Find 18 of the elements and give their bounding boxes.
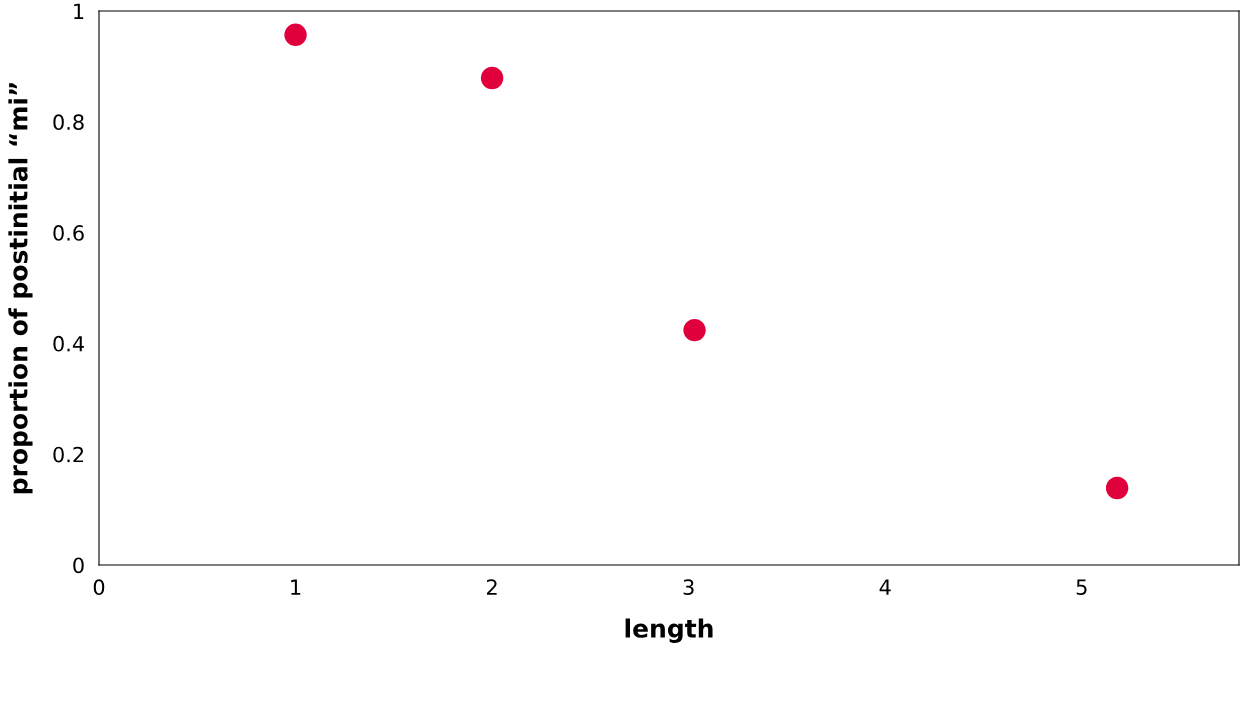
y-axis-title: proportion of postinitial “mi” (8, 83, 33, 494)
y-tick-label: 0 (73, 557, 84, 574)
point (683, 318, 706, 342)
x-tick-label: 0 (93, 579, 105, 596)
y-tick-label: 0.6 (53, 225, 84, 241)
y-tick-label: 0.8 (53, 114, 84, 131)
x-tick-label: 2 (487, 579, 497, 595)
x-tick-label: 4 (879, 579, 891, 595)
y-tick-label: 0.2 (53, 446, 84, 463)
y-tick-label: 0.4 (53, 335, 84, 352)
y-tick-label: 1 (74, 3, 84, 19)
point (284, 23, 307, 47)
x-axis-title: length (625, 618, 713, 643)
x-tick-label: 5 (1076, 579, 1087, 596)
point (480, 66, 504, 90)
x-tick-label: 3 (683, 579, 694, 596)
point (1105, 476, 1129, 500)
x-tick-label: 1 (291, 579, 301, 595)
